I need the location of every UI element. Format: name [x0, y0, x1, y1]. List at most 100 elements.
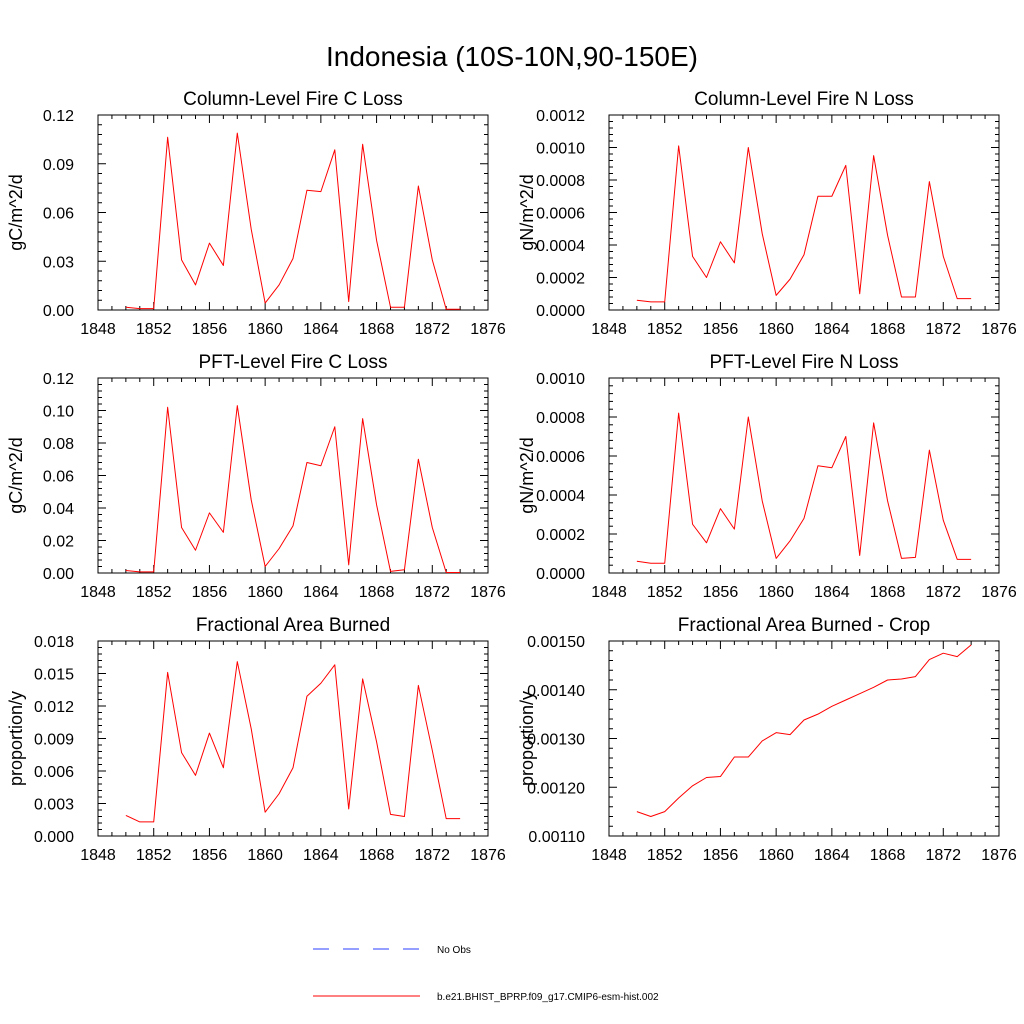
x-tick-label: 1868 [870, 847, 906, 864]
y-tick-label: 0.000 [34, 829, 74, 846]
x-tick-label: 1856 [192, 847, 228, 864]
x-tick-label: 1872 [414, 847, 450, 864]
y-tick-label: 0.09 [43, 157, 74, 174]
x-tick-label: 1856 [703, 847, 739, 864]
series-line-1 [125, 132, 461, 310]
x-tick-label: 1872 [925, 321, 961, 338]
x-tick-label: 1868 [870, 321, 906, 338]
y-tick-label: 0.0012 [536, 108, 585, 125]
y-tick-label: 0.08 [43, 436, 74, 453]
x-tick-label: 1860 [247, 584, 283, 601]
x-tick-label: 1848 [591, 584, 627, 601]
panel-title: Column-Level Fire C Loss [183, 89, 403, 110]
x-tick-label: 1876 [470, 847, 506, 864]
legend: No Obs b.e21.BHIST_BPRP.f09_g17.CMIP6-es… [313, 945, 659, 1003]
x-tick-label: 1876 [981, 847, 1017, 864]
x-tick-label: 1864 [814, 584, 850, 601]
y-tick-label: 0.0010 [536, 371, 585, 388]
y-tick-label: 0.12 [43, 108, 74, 125]
plot-frame [97, 114, 489, 311]
x-tick-label: 1872 [414, 321, 450, 338]
y-tick-label: 0.015 [34, 667, 74, 684]
x-tick-label: 1856 [703, 584, 739, 601]
x-tick-label: 1876 [981, 321, 1017, 338]
x-tick-label: 1856 [192, 321, 228, 338]
series-line-1 [636, 145, 972, 303]
y-axis-label: gN/m^2/d [517, 437, 537, 513]
y-tick-label: 0.10 [43, 404, 74, 421]
legend-obs-label: No Obs [437, 945, 471, 956]
y-axis-label: gC/m^2/d [6, 437, 26, 513]
x-tick-label: 1852 [647, 847, 683, 864]
x-tick-label: 1864 [303, 847, 339, 864]
y-tick-label: 0.003 [34, 797, 74, 814]
y-tick-label: 0.0000 [536, 303, 585, 320]
series-line-1 [125, 661, 461, 823]
y-axis-label: proportion/y [517, 691, 537, 786]
x-tick-label: 1876 [981, 584, 1017, 601]
x-tick-label: 1848 [80, 321, 116, 338]
x-tick-label: 1848 [591, 847, 627, 864]
x-tick-label: 1864 [303, 584, 339, 601]
panel-title: PFT-Level Fire N Loss [710, 352, 899, 373]
panel-title: Column-Level Fire N Loss [694, 89, 914, 110]
y-axis-label: gN/m^2/d [517, 174, 537, 250]
x-tick-label: 1856 [703, 321, 739, 338]
x-tick-label: 1860 [758, 584, 794, 601]
y-tick-label: 0.00120 [527, 780, 585, 797]
x-tick-label: 1860 [247, 321, 283, 338]
plot-frame [608, 114, 1000, 311]
y-tick-label: 0.018 [34, 634, 74, 651]
panel-title: Fractional Area Burned - Crop [678, 615, 930, 636]
x-tick-label: 1848 [80, 584, 116, 601]
y-tick-label: 0.0008 [536, 410, 585, 427]
chart-panel-2: Column-Level Fire N Loss gN/m^2/d 1848 1852… [517, 89, 1017, 338]
x-tick-label: 1852 [136, 321, 172, 338]
y-tick-label: 0.0004 [536, 238, 585, 255]
x-tick-label: 1872 [414, 584, 450, 601]
y-tick-label: 0.00110 [528, 829, 585, 846]
y-tick-label: 0.009 [34, 732, 74, 749]
x-tick-label: 1876 [470, 584, 506, 601]
chart-panel-4: PFT-Level Fire N Loss gN/m^2/d 1848 1852 185… [517, 352, 1017, 601]
chart-panel-6: Fractional Area Burned - Crop proportion/… [517, 615, 1017, 864]
y-tick-label: 0.03 [43, 254, 74, 271]
x-tick-label: 1848 [80, 847, 116, 864]
x-tick-label: 1872 [925, 847, 961, 864]
y-tick-label: 0.00150 [527, 634, 585, 651]
x-tick-label: 1852 [647, 321, 683, 338]
chart-panel-1: Column-Level Fire C Loss gC/m^2/d 1848 1852… [6, 89, 506, 338]
y-tick-label: 0.00 [43, 566, 74, 583]
series-line-1 [125, 405, 461, 574]
x-tick-label: 1864 [303, 321, 339, 338]
x-tick-label: 1860 [758, 847, 794, 864]
plot-frame [608, 640, 1000, 837]
x-tick-label: 1852 [647, 584, 683, 601]
y-tick-label: 0.0006 [536, 206, 585, 223]
y-tick-label: 0.012 [34, 699, 74, 716]
x-tick-label: 1868 [359, 321, 395, 338]
series-line-1 [636, 644, 972, 817]
panel-title: Fractional Area Burned [196, 615, 390, 636]
figure-title: Indonesia (10S-10N,90-150E) [326, 41, 698, 72]
y-tick-label: 0.02 [43, 534, 74, 551]
legend-model-label: b.e21.BHIST_BPRP.f09_g17.CMIP6-esm-hist.… [437, 992, 659, 1003]
y-tick-label: 0.0002 [536, 527, 585, 544]
y-tick-label: 0.0004 [536, 488, 585, 505]
y-tick-label: 0.0008 [536, 173, 585, 190]
series-line-1 [636, 412, 972, 564]
x-tick-label: 1860 [247, 847, 283, 864]
y-axis-label: gC/m^2/d [6, 174, 26, 250]
y-tick-label: 0.04 [43, 501, 74, 518]
x-tick-label: 1852 [136, 584, 172, 601]
y-tick-label: 0.06 [43, 206, 74, 223]
x-tick-label: 1864 [814, 321, 850, 338]
x-tick-label: 1864 [814, 847, 850, 864]
x-tick-label: 1852 [136, 847, 172, 864]
x-tick-label: 1856 [192, 584, 228, 601]
y-tick-label: 0.06 [43, 469, 74, 486]
y-tick-label: 0.12 [43, 371, 74, 388]
y-tick-label: 0.0010 [536, 141, 585, 158]
x-tick-label: 1872 [925, 584, 961, 601]
